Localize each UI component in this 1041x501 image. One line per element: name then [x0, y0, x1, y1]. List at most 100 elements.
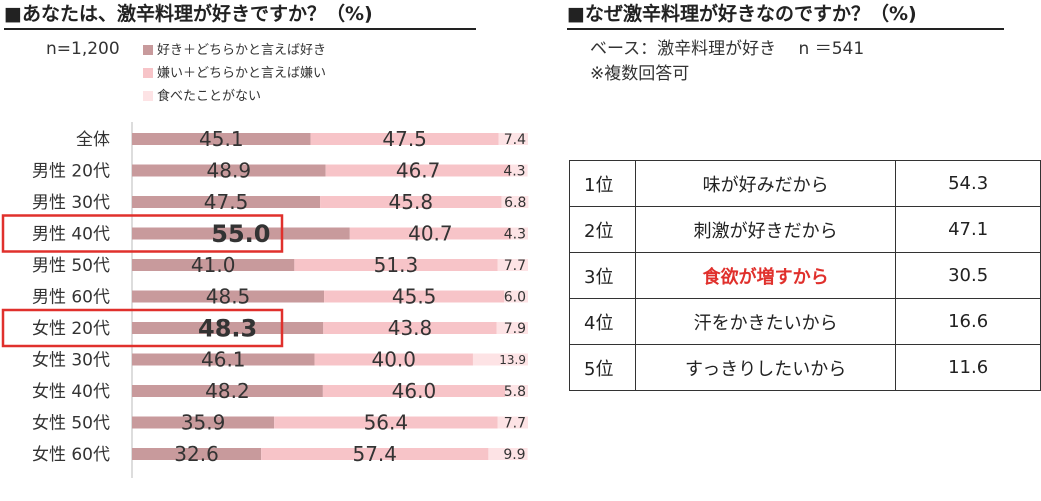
stacked-bar-chart: 全体 45.1 47.5 7.4 男性 20代 48.9 46.7 4.3 男性 30代 47.5…	[1, 122, 529, 478]
data-label-男性-30代-series2: 45.8	[389, 190, 434, 214]
category-label-男性-40代: 男性 40代	[32, 225, 110, 245]
data-label-女性-60代-series3: 9.9	[503, 447, 525, 463]
bar-男性-60代-series3	[504, 290, 528, 303]
bar-女性-20代-series1	[132, 322, 324, 334]
bar-男性-40代-series3	[510, 227, 528, 240]
data-label-女性-20代-series3: 7.9	[504, 321, 526, 337]
reason-cell: 刺激が好きだから	[634, 206, 897, 253]
data-label-男性-20代-series2: 46.7	[396, 159, 441, 183]
reason-cell-highlighted: 食欲が増すから	[634, 252, 897, 299]
data-label-男性-60代-series2: 45.5	[392, 285, 437, 309]
data-label-男性-20代-series3: 4.3	[503, 164, 525, 180]
data-label-女性-50代-series3: 7.7	[504, 416, 526, 432]
reason-cell: 汗をかきたいから	[634, 298, 897, 345]
legend-label-dislike: 嫌い＋どちらかと言えば嫌い	[157, 66, 327, 81]
bar-女性-40代-series1	[132, 385, 323, 397]
data-label-男性-50代-series1: 41.0	[191, 253, 236, 277]
right-title: ■なぜ激辛料理が好きなのですか？（%)	[567, 3, 917, 25]
data-label-男性-60代-series3: 6.0	[504, 290, 526, 306]
data-label-女性-50代-series1: 35.9	[181, 411, 226, 435]
bar-男性-60代-series2	[324, 290, 505, 303]
legend-swatch-never	[143, 91, 153, 101]
data-label-女性-40代-series1: 48.2	[205, 379, 250, 403]
legend-label-never: 食べたことがない	[157, 89, 262, 104]
ranking-row: 2位 刺激が好きだから 47.1	[569, 206, 1041, 253]
data-label-女性-30代-series3: 13.9	[499, 353, 526, 367]
data-label-女性-60代-series2: 57.4	[352, 442, 397, 466]
category-label-男性-20代: 男性 20代	[32, 162, 110, 182]
bar-男性-50代-series3	[497, 259, 528, 271]
bar-男性-40代-series2	[349, 227, 511, 240]
legend-label-like: 好き＋どちらかと言えば好き	[157, 43, 327, 58]
value-cell: 47.1	[895, 206, 1041, 253]
rank-cell: 4位	[569, 298, 636, 345]
category-label-女性-40代: 女性 40代	[32, 382, 110, 402]
legend-item-dislike: 嫌い＋どちらかと言えば嫌い	[143, 65, 326, 83]
legend-swatch-dislike	[143, 68, 153, 78]
bar-全体-series3	[498, 133, 528, 145]
category-label-全体: 全体	[76, 130, 110, 150]
sample-size: n=1,200	[46, 39, 120, 59]
data-label-女性-50代-series2: 56.4	[364, 411, 409, 435]
bar-女性-30代-series1	[132, 353, 315, 366]
bar-女性-60代-series1	[132, 448, 262, 460]
bar-男性-20代-series3	[510, 164, 528, 177]
bar-女性-20代-series3	[496, 322, 528, 334]
value-cell: 30.5	[895, 252, 1041, 299]
data-label-男性-40代-series1: 55.0	[211, 220, 270, 248]
data-label-男性-60代-series1: 48.5	[206, 285, 251, 309]
value-cell: 11.6	[895, 344, 1041, 391]
rank-cell: 2位	[569, 206, 636, 253]
bar-女性-60代-series3	[488, 448, 528, 460]
left-title: ■あなたは、激辛料理が好きですか？（%)	[4, 3, 373, 25]
legend-item-like: 好き＋どちらかと言えば好き	[143, 42, 326, 60]
category-label-男性-30代: 男性 30代	[32, 193, 110, 213]
data-label-女性-20代-series1: 48.3	[198, 315, 257, 343]
bar-女性-30代-series3	[472, 353, 528, 366]
value-cell: 16.6	[895, 298, 1041, 345]
bar-男性-60代-series1	[132, 290, 325, 303]
data-label-全体-series1: 45.1	[199, 127, 244, 151]
rank-cell: 3位	[569, 252, 636, 299]
data-label-女性-30代-series2: 40.0	[371, 348, 416, 372]
data-label-男性-50代-series2: 51.3	[374, 253, 419, 277]
bar-男性-40代-series1	[132, 227, 350, 240]
bar-女性-30代-series2	[314, 353, 473, 366]
bar-女性-60代-series2	[261, 448, 489, 460]
ranking-row-highlighted: 3位 食欲が増すから 30.5	[569, 252, 1041, 299]
ranking-row: 4位 汗をかきたいから 16.6	[569, 298, 1041, 345]
category-label-男性-50代: 男性 50代	[32, 256, 110, 276]
bar-男性-20代-series1	[132, 164, 326, 177]
legend-item-never: 食べたことがない	[143, 88, 261, 106]
bar-女性-40代-series3	[505, 385, 528, 397]
bar-男性-30代-series1	[132, 196, 321, 208]
ranking-row: 1位 味が好みだから 54.3	[569, 160, 1041, 207]
bar-男性-30代-series2	[320, 196, 502, 208]
rank-cell: 5位	[569, 344, 636, 391]
highlight-box-男性-40代	[1, 214, 284, 253]
data-label-男性-30代-series1: 47.5	[204, 190, 249, 214]
legend-swatch-like	[143, 45, 153, 55]
ranking-row: 5位 すっきりしたいから 11.6	[569, 344, 1041, 391]
category-label-男性-60代: 男性 60代	[32, 288, 110, 308]
bar-女性-50代-series3	[497, 416, 528, 429]
bar-女性-20代-series2	[323, 322, 497, 334]
bar-男性-50代-series1	[132, 259, 295, 271]
multiple-answer-note: ※複数回答可	[590, 64, 690, 84]
reason-cell: 味が好みだから	[634, 160, 897, 207]
category-label-女性-20代: 女性 20代	[32, 319, 110, 339]
data-label-男性-20代-series1: 48.9	[207, 159, 252, 183]
data-label-女性-60代-series1: 32.6	[174, 442, 219, 466]
base-note: ベース：激辛料理が好き n ＝541	[590, 39, 865, 59]
data-label-男性-50代-series3: 7.7	[504, 258, 526, 274]
bar-女性-50代-series1	[132, 416, 275, 429]
ranking-table: 1位 味が好みだから 54.3 2位 刺激が好きだから 47.1 3位 食欲が増…	[569, 160, 1041, 391]
data-label-男性-40代-series2: 40.7	[408, 222, 453, 246]
bar-女性-40代-series2	[322, 385, 506, 397]
data-label-全体-series3: 7.4	[504, 132, 526, 148]
category-label-女性-60代: 女性 60代	[32, 445, 110, 465]
bar-男性-20代-series2	[325, 164, 511, 177]
data-label-女性-40代-series2: 46.0	[392, 379, 437, 403]
data-label-女性-20代-series2: 43.8	[388, 316, 433, 340]
highlight-box-女性-20代	[1, 308, 284, 348]
